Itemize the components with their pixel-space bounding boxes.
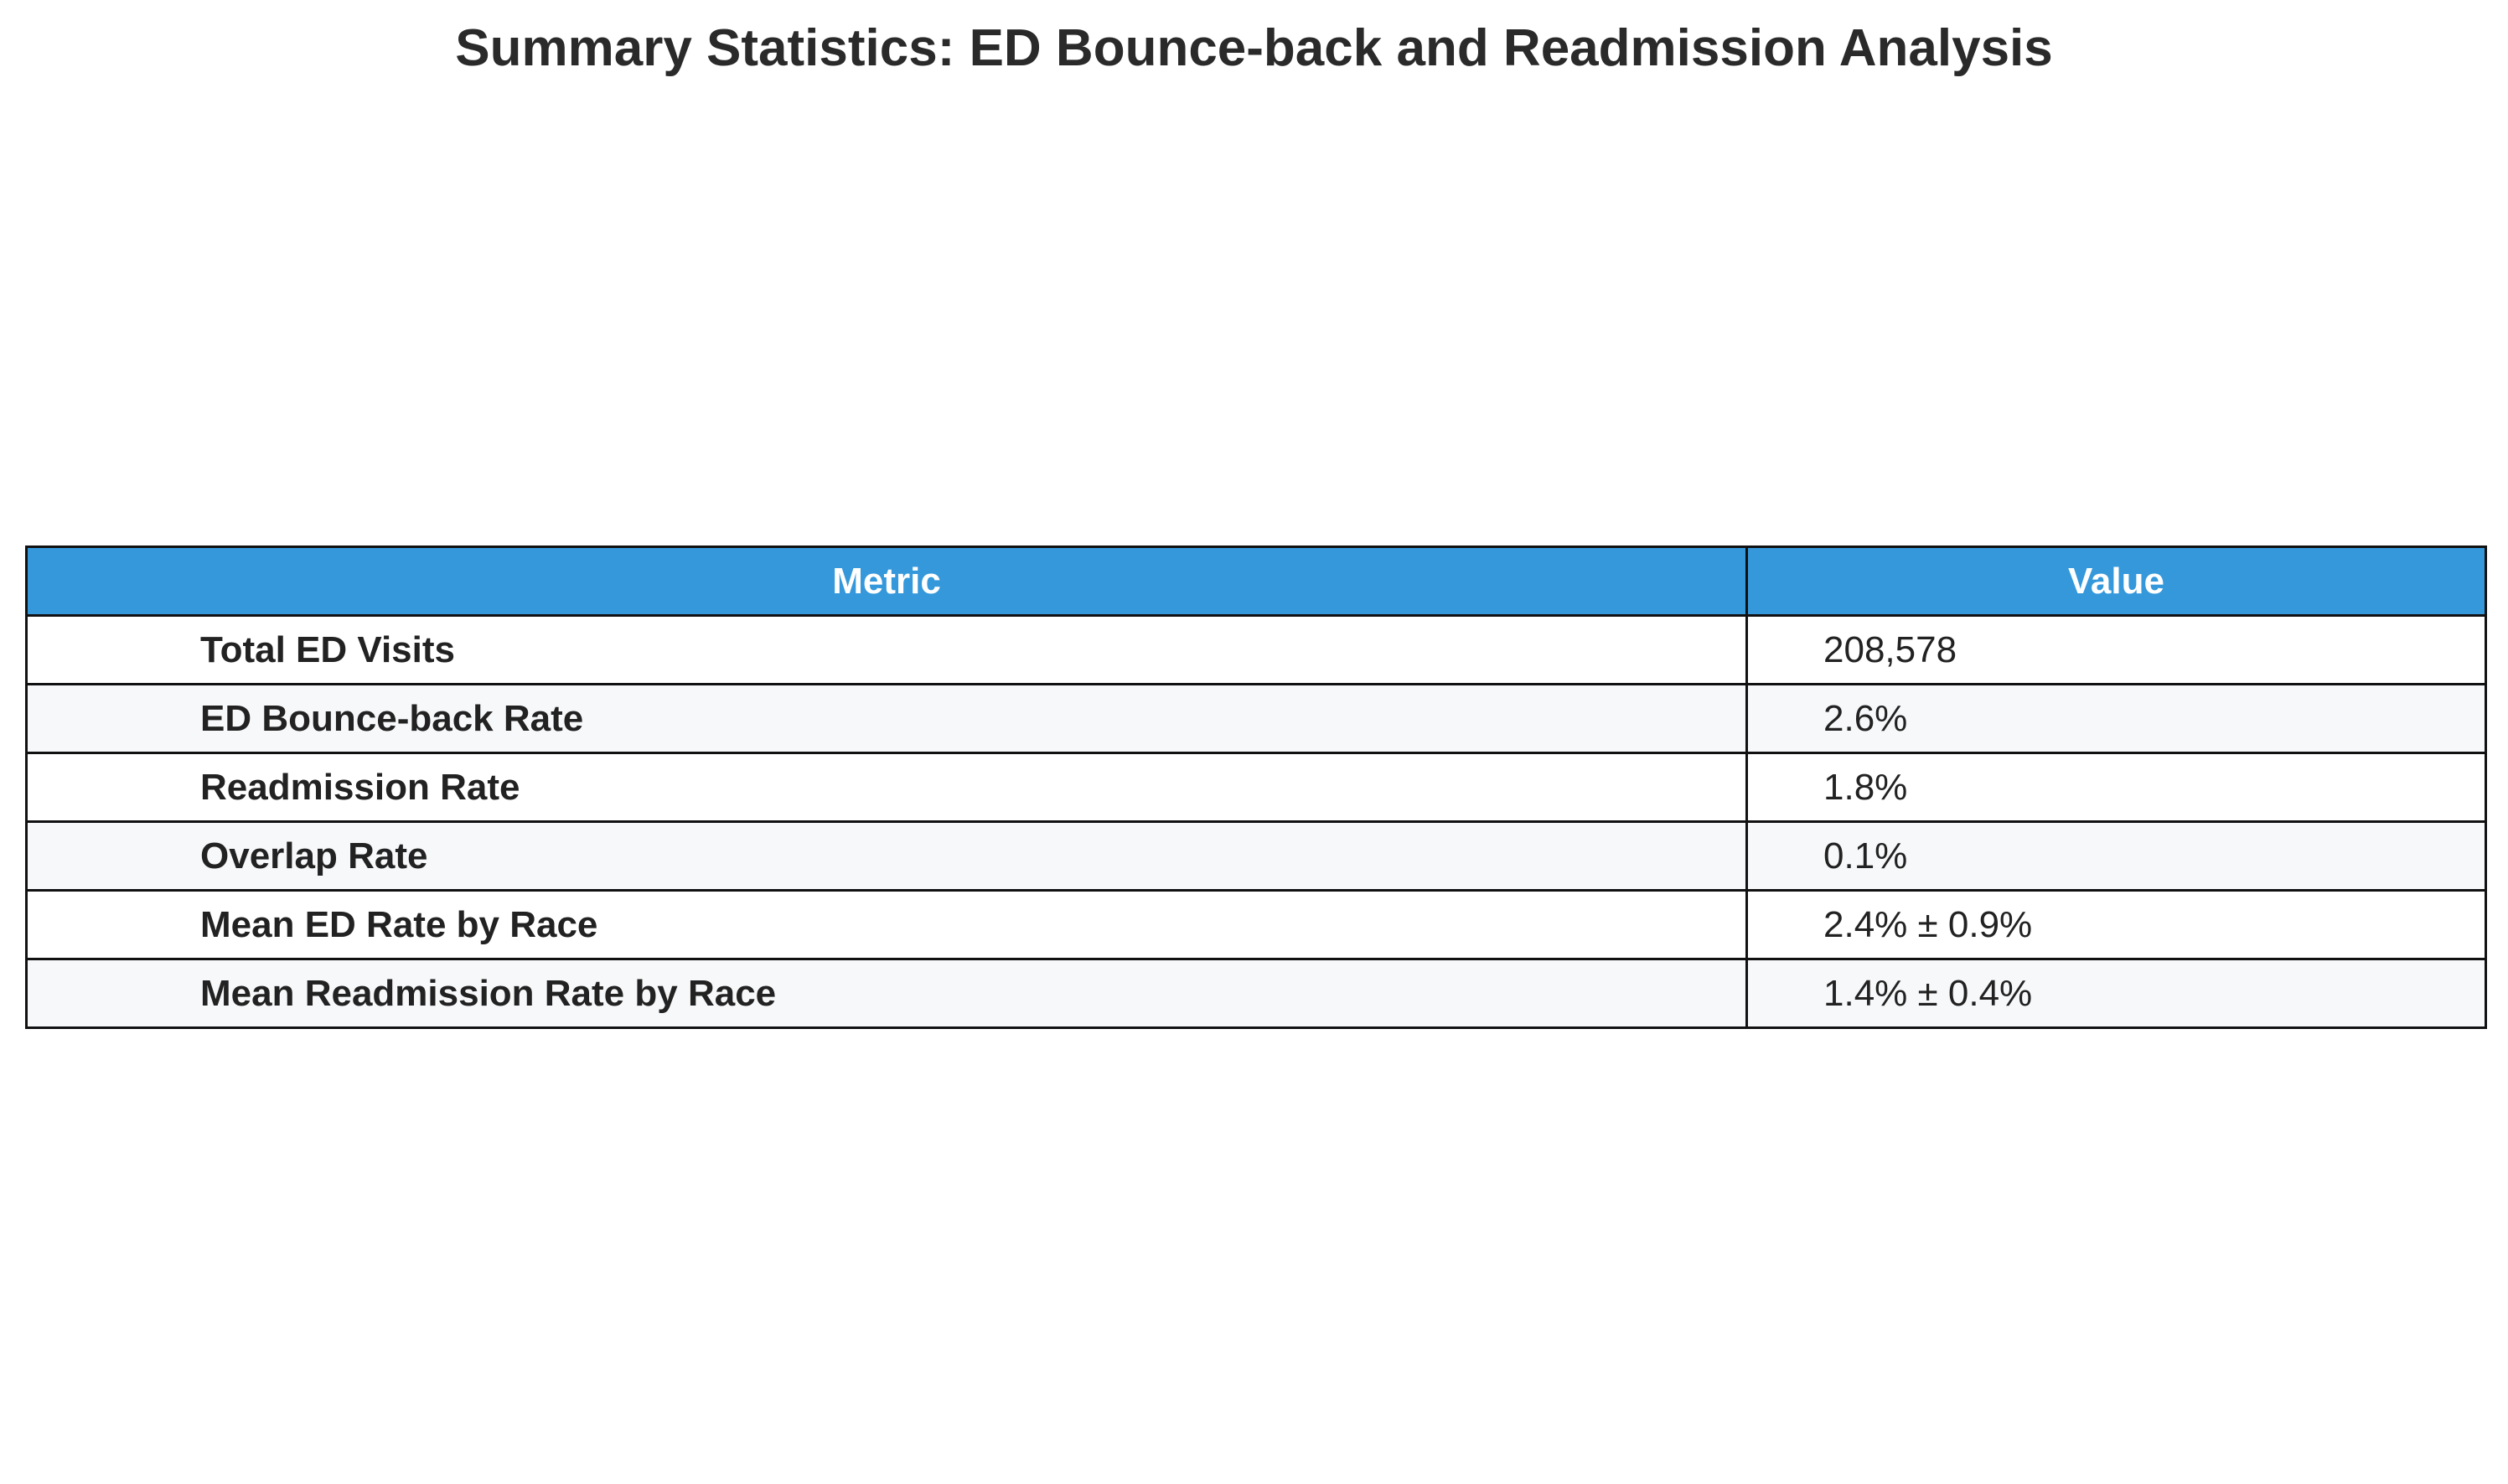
value-cell: 2.4% ± 0.9%	[1745, 889, 2487, 960]
metric-cell: ED Bounce-back Rate	[25, 683, 1748, 754]
table-row: Overlap Rate 0.1%	[25, 820, 2487, 892]
metric-cell: Mean Readmission Rate by Race	[25, 958, 1748, 1029]
table-row: Mean Readmission Rate by Race 1.4% ± 0.4…	[25, 958, 2487, 1029]
table-row: Readmission Rate 1.8%	[25, 752, 2487, 823]
column-header-metric: Metric	[25, 546, 1748, 617]
value-cell: 1.8%	[1745, 752, 2487, 823]
value-cell: 1.4% ± 0.4%	[1745, 958, 2487, 1029]
value-cell: 208,578	[1745, 614, 2487, 685]
table-row: Mean ED Rate by Race 2.4% ± 0.9%	[25, 889, 2487, 960]
summary-statistics-table: Metric Value Total ED Visits 208,578 ED …	[25, 546, 2487, 1029]
table-row: ED Bounce-back Rate 2.6%	[25, 683, 2487, 754]
table-title: Summary Statistics: ED Bounce-back and R…	[455, 19, 2053, 77]
column-header-value: Value	[1745, 546, 2487, 617]
metric-cell: Readmission Rate	[25, 752, 1748, 823]
table-row: Total ED Visits 208,578	[25, 614, 2487, 685]
metric-cell: Total ED Visits	[25, 614, 1748, 685]
metric-cell: Overlap Rate	[25, 820, 1748, 892]
metric-cell: Mean ED Rate by Race	[25, 889, 1748, 960]
table-header-row: Metric Value	[25, 546, 2487, 617]
value-cell: 0.1%	[1745, 820, 2487, 892]
value-cell: 2.6%	[1745, 683, 2487, 754]
